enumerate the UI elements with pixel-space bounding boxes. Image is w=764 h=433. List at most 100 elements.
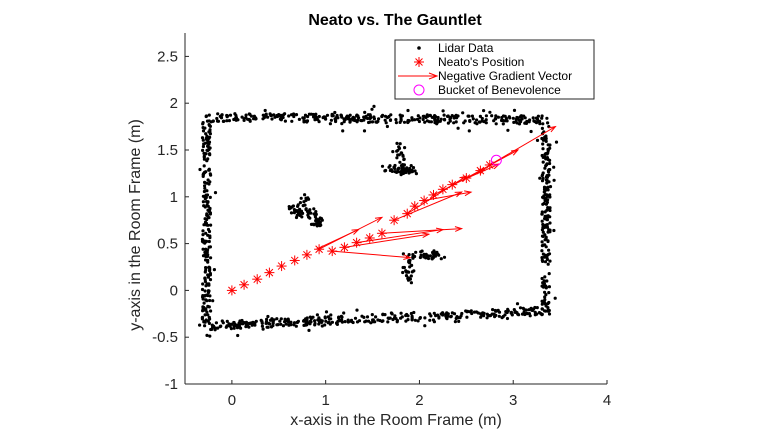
- lidar-point: [554, 140, 559, 144]
- lidar-point: [308, 319, 312, 323]
- lidar-point: [292, 114, 296, 119]
- lidar-point: [544, 235, 548, 239]
- lidar-point: [200, 316, 204, 320]
- lidar-point: [374, 120, 378, 124]
- lidar-point: [548, 206, 552, 210]
- lidar-point: [541, 142, 545, 146]
- lidar-point: [494, 122, 498, 126]
- lidar-point: [406, 276, 411, 280]
- lidar-point: [209, 173, 213, 177]
- lidar-point: [205, 203, 209, 207]
- lidar-point: [206, 148, 210, 153]
- lidar-point: [202, 204, 206, 208]
- lidar-point: [542, 226, 546, 230]
- lidar-point: [441, 109, 445, 113]
- lidar-point: [540, 126, 545, 130]
- lidar-point: [398, 160, 402, 164]
- lidar-point: [208, 236, 212, 240]
- lidar-point: [312, 223, 316, 227]
- lidar-point: [535, 306, 539, 310]
- lidar-point: [207, 113, 211, 117]
- lidar-point: [372, 117, 376, 121]
- lidar-point: [206, 139, 210, 143]
- lidar-point: [270, 117, 274, 121]
- lidar-point: [202, 142, 206, 146]
- lidar-point: [249, 321, 253, 325]
- lidar-point: [304, 196, 308, 200]
- lidar-point: [336, 319, 340, 323]
- lidar-point: [296, 203, 300, 207]
- lidar-point: [204, 132, 208, 136]
- lidar-point: [261, 327, 265, 331]
- lidar-point: [553, 296, 557, 300]
- lidar-point: [541, 234, 545, 238]
- lidar-point: [247, 112, 251, 116]
- lidar-point: [399, 316, 403, 320]
- lidar-point: [384, 121, 388, 125]
- lidar-point: [391, 317, 395, 322]
- lidar-point: [465, 315, 469, 319]
- lidar-point: [259, 318, 263, 322]
- lidar-point: [313, 118, 317, 122]
- lidar-point: [370, 120, 375, 124]
- lidar-point: [394, 317, 398, 321]
- lidar-point: [511, 116, 515, 120]
- lidar-point: [333, 110, 337, 115]
- lidar-point: [201, 229, 205, 233]
- neato-position-layer: [226, 159, 495, 296]
- x-tick-label: 3: [509, 392, 517, 409]
- lidar-point: [532, 307, 536, 311]
- lidar-point: [402, 120, 407, 124]
- lidar-point: [225, 119, 229, 123]
- lidar-point: [540, 240, 544, 244]
- lidar-point: [229, 327, 233, 331]
- lidar-point: [252, 117, 256, 121]
- lidar-point: [409, 274, 413, 278]
- y-tick-label: 0.5: [157, 236, 178, 253]
- lidar-point: [281, 324, 285, 328]
- lidar-point: [362, 129, 367, 133]
- lidar-point: [491, 308, 495, 312]
- gradient-vector-arrow: [332, 250, 412, 260]
- lidar-point: [343, 118, 347, 122]
- lidar-point: [362, 118, 366, 122]
- lidar-point: [260, 324, 264, 328]
- lidar-point: [500, 118, 504, 122]
- y-axis-label: y-axis in the Room Frame (m): [127, 119, 144, 331]
- lidar-point: [540, 302, 544, 306]
- neato-position-marker: [327, 246, 338, 257]
- lidar-point: [271, 321, 275, 325]
- lidar-point: [306, 321, 310, 325]
- lidar-point: [423, 316, 427, 320]
- lidar-point: [480, 116, 484, 121]
- lidar-point: [544, 178, 549, 182]
- lidar-point: [207, 216, 211, 220]
- lidar-point: [452, 121, 456, 125]
- lidar-point: [501, 122, 505, 126]
- lidar-point: [408, 166, 412, 171]
- lidar-point: [544, 293, 548, 297]
- lidar-point: [482, 109, 486, 113]
- lidar-point: [363, 110, 367, 114]
- lidar-point: [343, 320, 347, 324]
- y-ticks: -1 -0.5 0 0.5 1 1.5 2 2.5: [152, 48, 189, 393]
- lidar-point: [205, 333, 209, 337]
- lidar-point: [297, 117, 301, 121]
- lidar-point: [204, 114, 208, 119]
- lidar-point: [306, 115, 310, 119]
- x-tick-label: 1: [321, 392, 329, 409]
- lidar-point: [529, 129, 533, 134]
- lidar-point: [327, 317, 331, 321]
- lidar-point: [353, 316, 358, 320]
- lidar-point: [424, 252, 428, 256]
- lidar-point: [391, 150, 395, 154]
- neato-position-marker: [428, 189, 439, 200]
- lidar-point: [359, 118, 363, 123]
- lidar-point: [477, 120, 481, 124]
- lidar-point: [287, 114, 291, 118]
- lidar-point: [201, 144, 205, 149]
- lidar-point: [283, 112, 287, 116]
- lidar-point: [206, 144, 210, 148]
- lidar-point: [292, 112, 296, 116]
- lidar-point: [545, 175, 550, 179]
